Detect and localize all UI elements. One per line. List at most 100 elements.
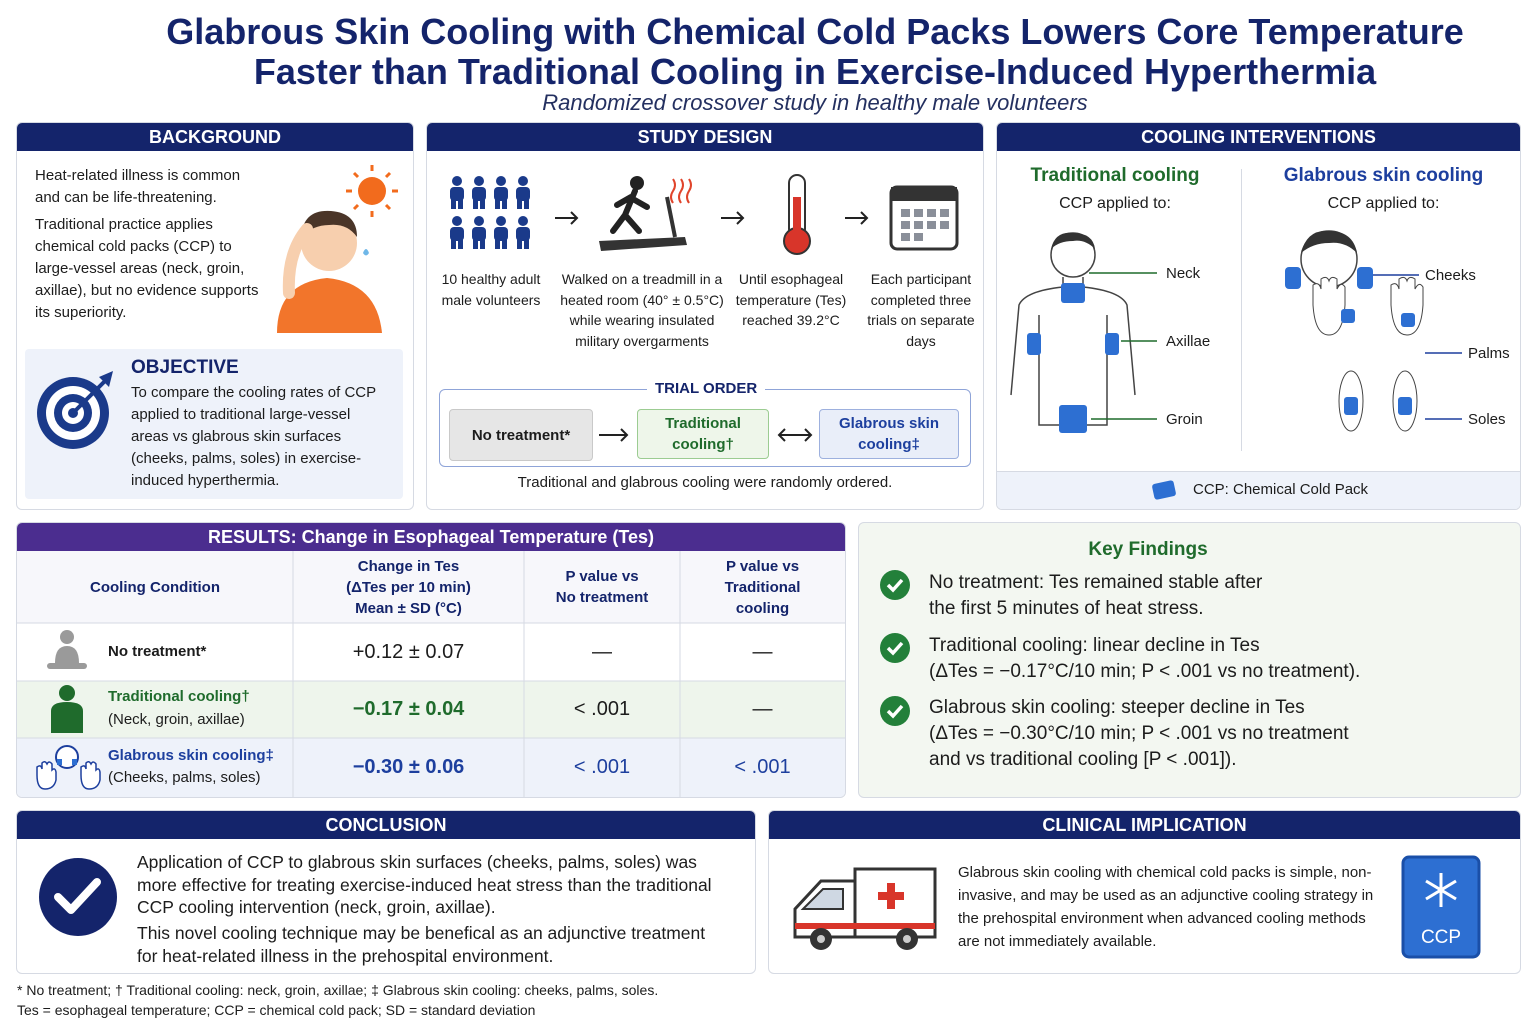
background-text: Heat-related illness is common and can b… xyxy=(35,167,241,206)
finding: No treatment: Tes remained stable after t… xyxy=(929,570,1262,622)
group-subtitle: CCP applied to: xyxy=(1327,195,1440,212)
finding-line: and vs traditional cooling [P < .001]). xyxy=(929,749,1237,770)
site-label: Soles xyxy=(1468,411,1506,428)
glabrous-diagram xyxy=(1285,230,1462,432)
row-bg xyxy=(17,738,845,797)
design-step: Each participant completed three trials … xyxy=(867,271,975,349)
finding-line: No treatment: Tes remained stable after xyxy=(929,572,1263,593)
header-line: No treatment xyxy=(555,589,649,606)
site-label: Cheeks xyxy=(1425,267,1476,284)
panel-heading: CONCLUSION xyxy=(17,811,755,839)
header-line: cooling xyxy=(735,599,790,617)
finding-line: (ΔTes = −0.17°C/10 min; P < .001 vs no t… xyxy=(929,661,1361,682)
legend-bar xyxy=(997,471,1520,509)
ambulance-icon xyxy=(793,867,937,950)
site-label: Axillae xyxy=(1166,333,1211,350)
results-panel: RESULTS: Change in Esophageal Temperatur… xyxy=(16,522,846,798)
flow-arrows xyxy=(555,211,869,225)
table-header-bg xyxy=(17,551,845,623)
key-findings-panel: Key Findings No treatment: Tes remained … xyxy=(858,522,1521,798)
header-line: Mean ± SD (°C) xyxy=(355,599,462,617)
check-icons xyxy=(880,570,910,726)
trial-arm: Glabrous skin cooling‡ xyxy=(819,409,959,459)
trial-order-note: Traditional and glabrous cooling were ra… xyxy=(517,474,893,491)
p-value: < .001 xyxy=(573,756,631,778)
conclusion-text: This novel cooling technique may be bene… xyxy=(137,923,706,966)
header-line: Cooling Condition xyxy=(90,578,220,596)
glabrous-icon xyxy=(36,745,101,790)
header-line: Change in Tes xyxy=(357,557,460,575)
conclusion-panel: CONCLUSION Application of CCP to glabrou… xyxy=(16,810,756,974)
treadmill-icon xyxy=(599,176,692,251)
footnote: Tes = esophageal temperature; CCP = chem… xyxy=(17,1002,536,1018)
design-step: Until esophageal temperature (Tes) reach… xyxy=(735,271,847,328)
table-rules xyxy=(17,551,845,797)
change-value: −0.17 ± 0.04 xyxy=(352,698,465,720)
finding-line: Glabrous skin cooling: steeper decline i… xyxy=(929,697,1305,718)
no-treatment-icon xyxy=(47,630,87,669)
column-header: Cooling Condition xyxy=(17,551,293,623)
divider xyxy=(1241,169,1242,451)
header-line: P value vs xyxy=(565,568,639,585)
calendar-icon xyxy=(889,185,959,251)
panel-heading: STUDY DESIGN xyxy=(427,123,983,151)
row-bg xyxy=(17,681,845,738)
footnote: * No treatment; † Traditional cooling: n… xyxy=(17,982,659,998)
ccp-pack xyxy=(1401,855,1481,959)
trial-arrows xyxy=(599,428,813,442)
design-step: 10 healthy adult male volunteers xyxy=(441,271,541,308)
header-line: Traditional xyxy=(724,578,801,596)
header-line: (ΔTes per 10 min) xyxy=(346,578,471,596)
finding-line: the first 5 minutes of heat stress. xyxy=(929,598,1204,619)
finding-line: Traditional cooling: linear decline in T… xyxy=(929,635,1260,656)
study-design-panel: STUDY DESIGN 10 healthy adult male volun… xyxy=(426,122,984,510)
p-value: < .001 xyxy=(573,698,631,720)
findings-heading: Key Findings xyxy=(1088,539,1208,560)
site-label: Neck xyxy=(1166,265,1201,282)
condition: Traditional cooling† xyxy=(108,688,250,705)
trial-order-heading: TRIAL ORDER xyxy=(647,380,766,397)
column-header: P value vs No treatment xyxy=(524,551,680,623)
objective-text: To compare the cooling rates of CCP appl… xyxy=(131,384,376,489)
condition: Glabrous skin cooling‡ xyxy=(108,747,274,764)
ccp-label: CCP xyxy=(1420,927,1462,948)
ccp-legend-icon xyxy=(1152,480,1176,500)
background-text: Traditional practice applies chemical co… xyxy=(35,216,259,321)
legend-text: CCP: Chemical Cold Pack xyxy=(1193,481,1369,498)
site-label: Palms xyxy=(1468,345,1510,362)
finding-line: (ΔTes = −0.30°C/10 min; P < .001 vs no t… xyxy=(929,723,1349,744)
trial-arm: Traditional cooling† xyxy=(637,409,769,459)
conclusion-text: Application of CCP to glabrous skin surf… xyxy=(137,852,712,917)
panel-heading: COOLING INTERVENTIONS xyxy=(997,123,1520,151)
panel-heading: BACKGROUND xyxy=(17,123,413,151)
panel-heading: RESULTS: Change in Esophageal Temperatur… xyxy=(17,523,845,551)
condition-sites: (Neck, groin, axillae) xyxy=(108,711,245,728)
body-diagram xyxy=(1010,232,1157,433)
objective-heading: OBJECTIVE xyxy=(131,357,239,378)
panel-heading: CLINICAL IMPLICATION xyxy=(769,811,1520,839)
traditional-icon xyxy=(51,685,83,733)
condition: No treatment* xyxy=(108,643,207,660)
finding: Glabrous skin cooling: steeper decline i… xyxy=(929,695,1349,773)
target-icon xyxy=(37,371,113,449)
cooling-panel: COOLING INTERVENTIONS Traditional coolin… xyxy=(996,122,1521,510)
p-value: — xyxy=(752,698,773,720)
conclusion-check xyxy=(39,858,117,936)
subtitle: Randomized crossover study in healthy ma… xyxy=(542,90,1088,115)
clinical-panel: CLINICAL IMPLICATION Glabrous skin cooli… xyxy=(768,810,1521,974)
design-step: Walked on a treadmill in a heated room (… xyxy=(560,271,724,349)
column-header: Change in Tes (ΔTes per 10 min) Mean ± SD … xyxy=(293,551,524,623)
p-value: — xyxy=(752,640,773,663)
header-line: P value vs xyxy=(725,557,800,575)
title-line: Faster than Traditional Cooling in Exerc… xyxy=(253,51,1377,92)
clinical-text: Glabrous skin cooling with chemical cold… xyxy=(958,864,1374,950)
finding: Traditional cooling: linear decline in T… xyxy=(929,633,1360,685)
hot-person-icon xyxy=(277,165,398,333)
condition-sites: (Cheeks, palms, soles) xyxy=(108,769,261,786)
group-subtitle: CCP applied to: xyxy=(1059,195,1171,212)
background-panel: BACKGROUND Heat-related illness is commo… xyxy=(16,122,414,510)
volunteers-icon xyxy=(450,176,530,249)
title-line: Glabrous Skin Cooling with Chemical Cold… xyxy=(166,11,1464,52)
title: Glabrous Skin Cooling with Chemical Cold… xyxy=(150,12,1480,92)
